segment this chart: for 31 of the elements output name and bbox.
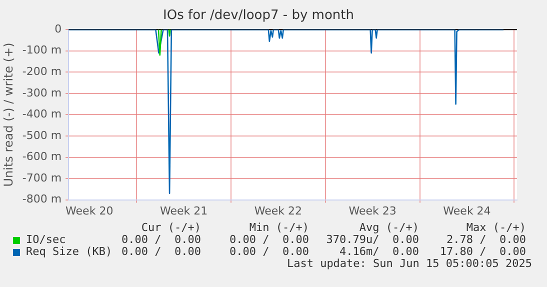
legend-label: IO/sec (26, 233, 66, 246)
text: 0.00 / 0.00 (230, 233, 309, 246)
text: 0.00 / 0.00 (230, 245, 309, 258)
text: Cur (-/+) (141, 221, 201, 234)
y-tick-label: -700 m (22, 171, 62, 184)
y-tick-label: -800 m (22, 192, 62, 206)
y-tick-label: -200 m (22, 65, 62, 78)
x-tick-label: Week 24 (443, 204, 491, 218)
x-tick-label: Week 23 (348, 204, 396, 218)
x-tick-label: Week 21 (160, 204, 208, 218)
y-axis-title: Units read (-) / write (+) (1, 42, 16, 187)
x-tick-label: Week 22 (254, 204, 302, 218)
y-tick-label: -600 m (22, 150, 62, 164)
text: Avg (-/+) (359, 221, 419, 234)
y-tick-label: -300 m (22, 86, 62, 100)
text: 4.16m/ 0.00 (340, 245, 419, 258)
y-tick-label: -400 m (22, 108, 62, 121)
chart-title: IOs for /dev/loop7 - by month (163, 8, 354, 24)
text: 2.78 / 0.00 (446, 233, 526, 246)
y-tick-label: -100 m (22, 44, 62, 57)
y-tick-label: -500 m (22, 128, 62, 142)
legend-label: Req Size (KB) (26, 245, 112, 258)
x-tick-label: Week 20 (66, 204, 114, 218)
y-tick-label: 0 (54, 22, 62, 36)
text: 0.00 / 0.00 (122, 233, 201, 246)
text: Max (-/+) (466, 221, 526, 234)
text: Min (-/+) (249, 221, 309, 234)
text: Last update: Sun Jun 15 05:00:05 2025 (286, 257, 532, 270)
text: 370.79u/ 0.00 (326, 233, 419, 246)
text: 17.80 / 0.00 (440, 245, 526, 258)
text: 0.00 / 0.00 (122, 245, 201, 258)
